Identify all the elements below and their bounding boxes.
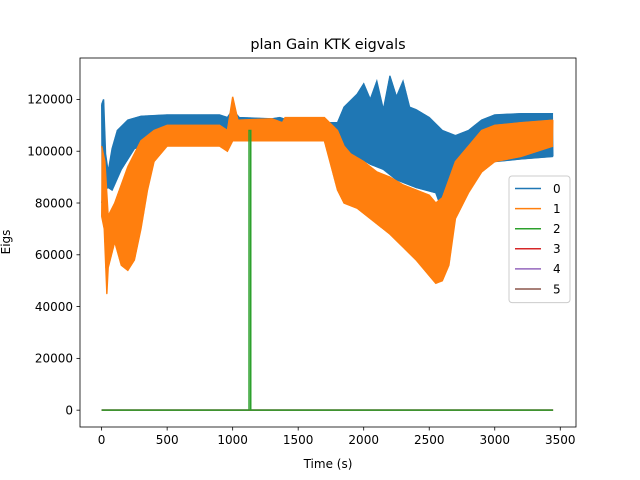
series-1-line [101, 98, 554, 295]
legend-item-2: 2 [515, 222, 561, 236]
x-tick-label: 2500 [414, 433, 445, 447]
y-tick-label: 0 [65, 403, 73, 417]
legend-label: 1 [553, 202, 561, 216]
legend-label: 2 [553, 222, 561, 236]
legend-label: 4 [553, 262, 561, 276]
y-tick-label: 60000 [35, 248, 73, 262]
x-tick-label: 0 [98, 433, 106, 447]
x-tick-label: 1500 [283, 433, 314, 447]
series-1-upper [100, 96, 554, 219]
legend-item-5: 5 [515, 282, 561, 296]
plot-content [100, 75, 554, 411]
series-0-upper [100, 75, 554, 173]
legend-box [508, 175, 571, 304]
series-1-lower [100, 140, 554, 294]
series-1 [100, 96, 554, 295]
legend-item-3: 3 [515, 242, 561, 256]
x-axis-ticks: 0 500 1000 1500 2000 2500 3000 3500 [98, 427, 576, 447]
y-tick-label: 20000 [35, 352, 73, 366]
legend-label: 0 [553, 182, 561, 196]
legend-item-4: 4 [515, 262, 561, 276]
x-tick-label: 3000 [479, 433, 510, 447]
x-tick-label: 2000 [348, 433, 379, 447]
legend-label: 5 [553, 282, 561, 296]
legend-item-0: 0 [515, 182, 561, 196]
legend-item-1: 1 [515, 202, 561, 216]
x-tick-label: 500 [156, 433, 179, 447]
plot-area [80, 58, 576, 427]
y-tick-label: 120000 [27, 93, 73, 107]
y-axis-title: Eigs [0, 230, 13, 255]
x-tick-label: 1000 [217, 433, 248, 447]
chart-title: plan Gain KTK eigvals [250, 37, 405, 53]
series-2-line [101, 129, 554, 411]
plot-frame [79, 57, 577, 428]
y-tick-label: 100000 [27, 145, 73, 159]
y-tick-label: 40000 [35, 300, 73, 314]
y-tick-label: 80000 [35, 196, 73, 210]
legend-label: 3 [553, 242, 561, 256]
x-tick-label: 3500 [545, 433, 576, 447]
x-axis-title: Time (s) [303, 457, 353, 471]
y-axis-ticks: 0 20000 40000 60000 80000 100000 120000 [27, 93, 80, 417]
legend: 0 1 2 3 4 5 [508, 175, 571, 304]
